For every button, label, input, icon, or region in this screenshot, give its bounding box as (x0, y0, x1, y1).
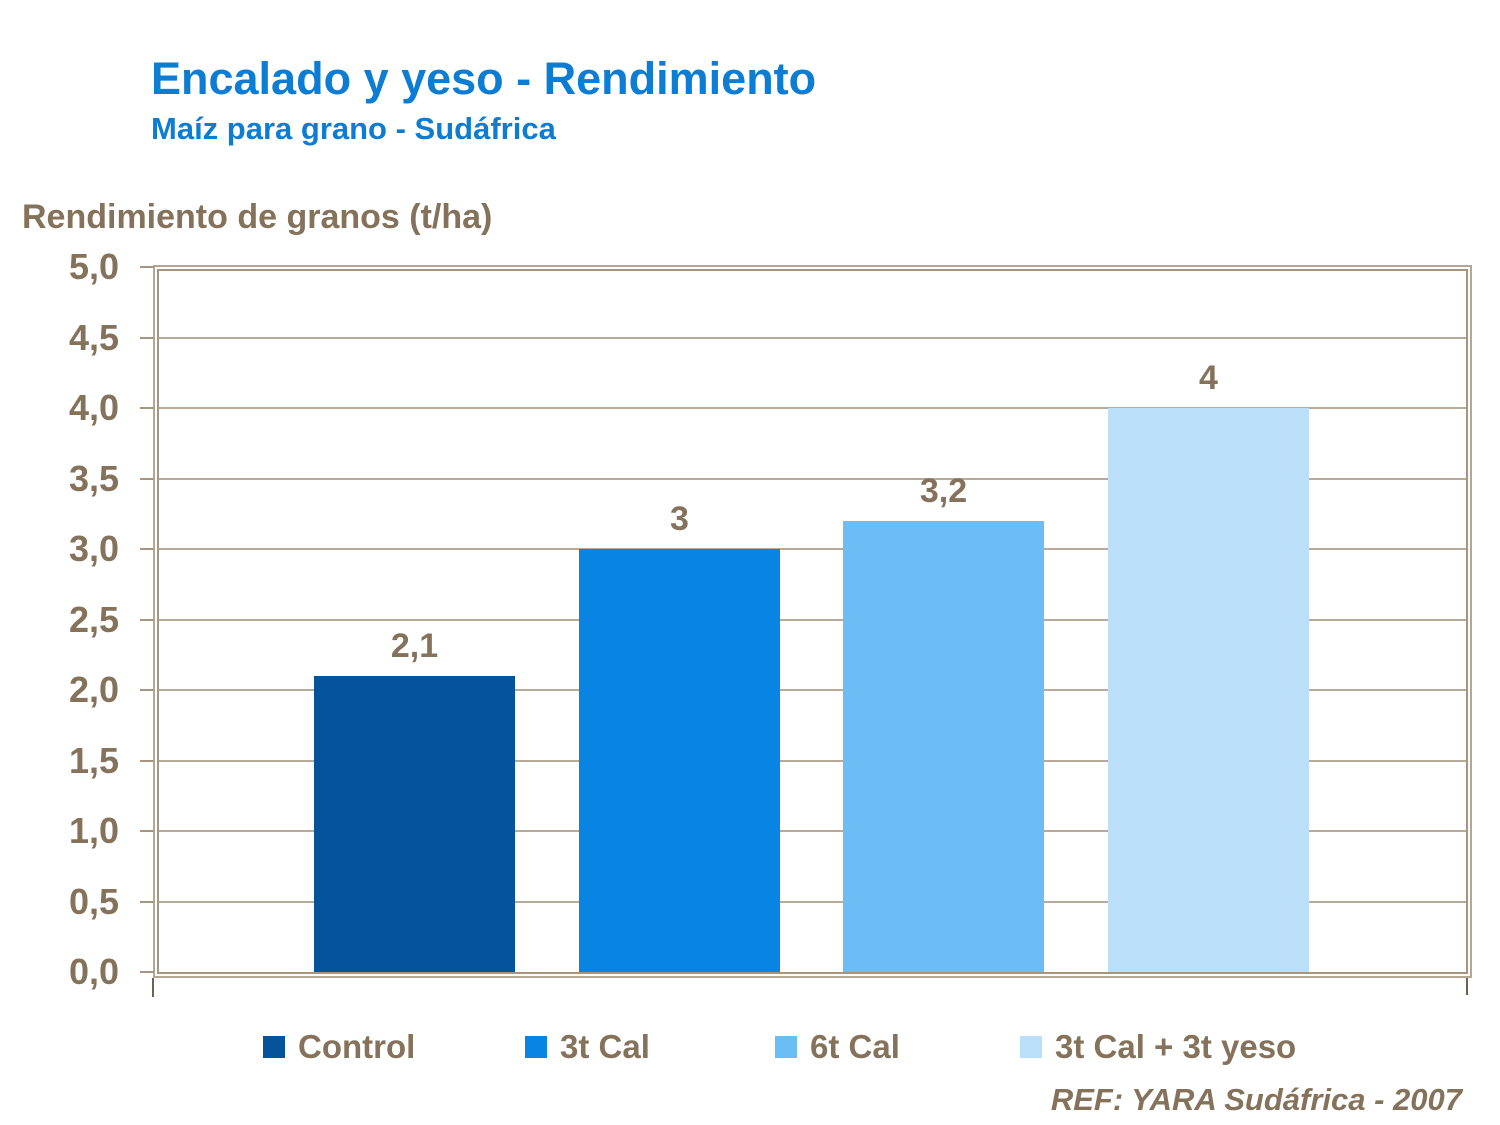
y-axis-tick-label: 2,0 (68, 669, 119, 710)
y-axis-tick (140, 830, 154, 832)
gridline (159, 689, 1466, 691)
bar (843, 521, 1044, 972)
bar-value-label: 2,1 (390, 627, 439, 665)
x-axis-end-tick (152, 978, 154, 997)
legend-item: Control (263, 1030, 415, 1064)
gridline (159, 901, 1466, 903)
x-axis-end-tick (1466, 978, 1468, 995)
plot-area-outer-border (153, 265, 1472, 978)
legend-label: 3t Cal + 3t yeso (1055, 1028, 1297, 1065)
y-axis-tick (140, 901, 154, 903)
legend-label: 3t Cal (560, 1028, 650, 1065)
gridline (159, 407, 1466, 409)
y-axis-tick (140, 407, 154, 409)
y-axis-tick (140, 971, 154, 973)
bar (314, 676, 515, 972)
y-axis-tick-label: 4,0 (68, 387, 119, 428)
gridline (159, 337, 1466, 339)
y-axis-tick-label: 3,0 (68, 528, 119, 569)
y-axis-title: Rendimiento de granos (t/ha) (22, 198, 493, 236)
gridline (159, 548, 1466, 550)
y-axis-tick (140, 337, 154, 339)
plot-area (157, 269, 1468, 974)
y-axis-tick-label: 0,5 (68, 881, 119, 922)
legend-swatch (1020, 1036, 1042, 1058)
y-axis-tick-label: 3,5 (68, 458, 119, 499)
gridline (159, 830, 1466, 832)
y-axis-tick-label: 0,0 (68, 951, 119, 992)
bar-value-label: 3 (670, 500, 689, 538)
bar (1108, 408, 1309, 972)
y-axis-tick (140, 689, 154, 691)
bar-value-label: 3,2 (919, 472, 968, 510)
y-axis-tick (140, 619, 154, 621)
legend-item: 3t Cal + 3t yeso (1020, 1030, 1296, 1064)
y-axis-tick (140, 478, 154, 480)
legend-item: 6t Cal (775, 1030, 900, 1064)
legend-label: Control (298, 1028, 416, 1065)
y-axis-tick-label: 4,5 (68, 317, 119, 358)
y-axis-tick (140, 266, 154, 268)
gridline (159, 619, 1466, 621)
reference-text: REF: YARA Sudáfrica - 2007 (1050, 1082, 1462, 1117)
y-axis-tick-label: 1,0 (68, 810, 119, 851)
legend-item: 3t Cal (525, 1030, 650, 1064)
gridline (159, 760, 1466, 762)
y-axis-tick-label: 5,0 (68, 246, 119, 287)
legend-swatch (525, 1036, 547, 1058)
bar-value-label: 4 (1199, 359, 1218, 397)
legend-swatch (263, 1036, 285, 1058)
y-axis-tick (140, 548, 154, 550)
chart-subtitle: Maíz para grano - Sudáfrica (151, 111, 556, 146)
bar (579, 549, 780, 972)
legend-label: 6t Cal (810, 1028, 900, 1065)
y-axis-tick-label: 1,5 (68, 740, 119, 781)
chart-title: Encalado y yeso - Rendimiento (151, 53, 817, 104)
legend-swatch (775, 1036, 797, 1058)
y-axis-tick (140, 760, 154, 762)
gridline (159, 478, 1466, 480)
y-axis-tick-label: 2,5 (68, 599, 119, 640)
